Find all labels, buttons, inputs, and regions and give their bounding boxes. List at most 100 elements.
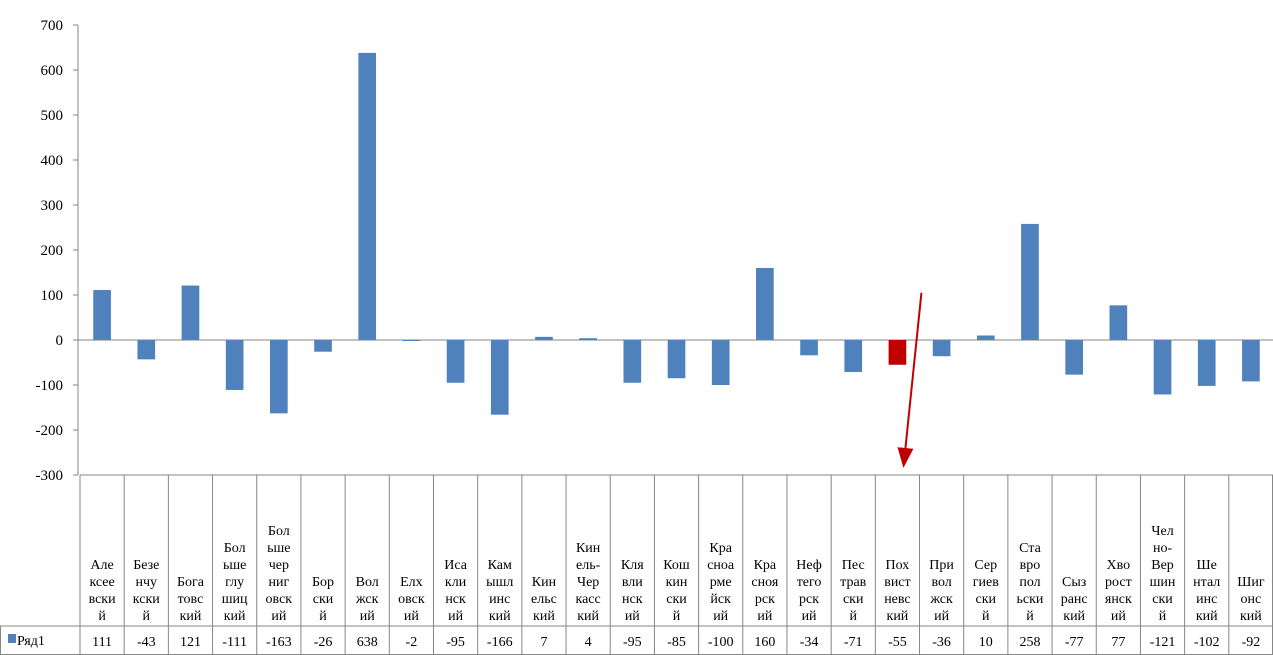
value-label-24: 77 (1111, 635, 1125, 650)
category-line: янск (1105, 592, 1132, 607)
legend-key-ryad1 (8, 634, 16, 643)
bar-11 (535, 336, 553, 340)
value-label-14: -85 (667, 635, 686, 650)
category-line: й (319, 609, 327, 624)
value-label-21: 10 (979, 635, 993, 650)
bar-21 (976, 335, 995, 340)
category-line: вист (884, 575, 910, 590)
value-label-18: -71 (844, 635, 863, 650)
category-label-1: Але ксее вски й (89, 558, 117, 624)
category-label-19: Пох вист невс кий (884, 558, 910, 624)
category-line: тего (797, 575, 822, 590)
category-label-2: Безе нчу кски й (133, 558, 160, 624)
value-label-8: -2 (406, 635, 418, 650)
value-label-25: -121 (1150, 635, 1176, 650)
category-line: чер (269, 558, 289, 573)
category-label-20: При вол жск ий (929, 558, 954, 624)
category-line: кски (133, 592, 160, 607)
category-line: ий (404, 609, 419, 624)
category-line: рме (710, 575, 732, 590)
value-label-3: 121 (180, 635, 201, 650)
category-line: онс (1241, 592, 1262, 607)
y-tick-label: 0 (56, 333, 64, 349)
category-line: пол (1019, 575, 1040, 590)
legend-label-ryad1: Ряд1 (17, 634, 45, 649)
annotation-arrow (897, 292, 923, 468)
bar-27 (1242, 340, 1260, 382)
category-line: кий (180, 609, 202, 624)
category-line: йск (710, 592, 731, 607)
category-label-13: Кля вли нск ий (621, 558, 644, 624)
category-label-15: Кра сноа рме йск ий (707, 541, 735, 624)
category-line: ски (843, 592, 864, 607)
category-label-14: Кош кин ски й (663, 558, 690, 624)
value-label-27: -92 (1242, 635, 1261, 650)
bar-1 (93, 290, 111, 340)
bar-8 (402, 340, 421, 341)
category-line: товс (178, 592, 204, 607)
bar-25 (1153, 340, 1172, 395)
category-label-9: Иса кли нск ий (444, 558, 467, 624)
y-tick-label: 500 (41, 108, 64, 124)
category-line: Кам (488, 558, 512, 573)
bar-5 (269, 340, 288, 414)
category-line: Бога (177, 575, 205, 590)
category-line: При (929, 558, 954, 573)
value-label-5: -163 (266, 635, 292, 650)
bar-18 (844, 340, 863, 372)
category-line: шин (1150, 575, 1176, 590)
value-label-16: 160 (754, 635, 775, 650)
category-line: кий (1063, 609, 1085, 624)
y-tick-label: -100 (36, 378, 64, 394)
bar-9 (446, 340, 465, 383)
y-axis: 700 600 500 400 300 200 100 0 -100 -200 -300 (36, 18, 1273, 484)
category-line: ьше (267, 541, 290, 556)
category-line: нчу (136, 575, 158, 590)
category-line: нск (622, 592, 643, 607)
value-label-10: -166 (487, 635, 513, 650)
category-line: но- (1153, 541, 1172, 556)
category-line: ий (448, 609, 463, 624)
category-line: кий (887, 609, 909, 624)
bar-16 (756, 268, 774, 340)
value-label-15: -100 (708, 635, 734, 650)
category-line: кий (224, 609, 246, 624)
value-label-7: 638 (357, 635, 378, 650)
category-line: кий (1240, 609, 1262, 624)
category-line: трав (840, 575, 867, 590)
category-label-10: Кам ышл инс кий (486, 558, 513, 624)
value-label-20: -36 (932, 635, 951, 650)
value-label-9: -95 (446, 635, 465, 650)
category-line: шиц (222, 592, 248, 607)
bar-23 (1065, 340, 1084, 375)
category-line: жск (355, 592, 379, 607)
y-tick-label: 200 (41, 243, 64, 259)
category-line: Вол (356, 575, 379, 590)
category-line: ий (934, 609, 949, 624)
value-label-19: -55 (888, 635, 907, 650)
value-label-12: 4 (585, 635, 592, 650)
category-line: гиев (973, 575, 999, 590)
category-line: ксее (89, 575, 114, 590)
category-line: Кош (663, 558, 690, 573)
category-line: й (982, 609, 990, 624)
category-label-3: Бога товс кий (177, 575, 205, 624)
y-tick-label: 400 (41, 153, 64, 169)
bar-3 (181, 285, 200, 340)
category-line: сноа (707, 558, 735, 573)
bar-19 (888, 340, 907, 365)
y-tick-label: 600 (41, 63, 64, 79)
bars (93, 52, 1260, 415)
category-label-7: Вол жск ий (355, 575, 379, 624)
category-line: ниг (268, 575, 289, 590)
category-line: Бол (268, 524, 290, 539)
category-line: касс (576, 592, 601, 607)
category-line: Елх (400, 575, 423, 590)
category-label-12: Кин ель- Чер касс кий (576, 541, 601, 624)
category-line: ьски (1017, 592, 1044, 607)
category-label-8: Елх овск ий (398, 575, 425, 624)
category-line: й (1026, 609, 1034, 624)
category-line: Хво (1107, 558, 1131, 573)
category-line: Бол (224, 541, 246, 556)
category-label-6: Бор ски й (312, 575, 334, 624)
